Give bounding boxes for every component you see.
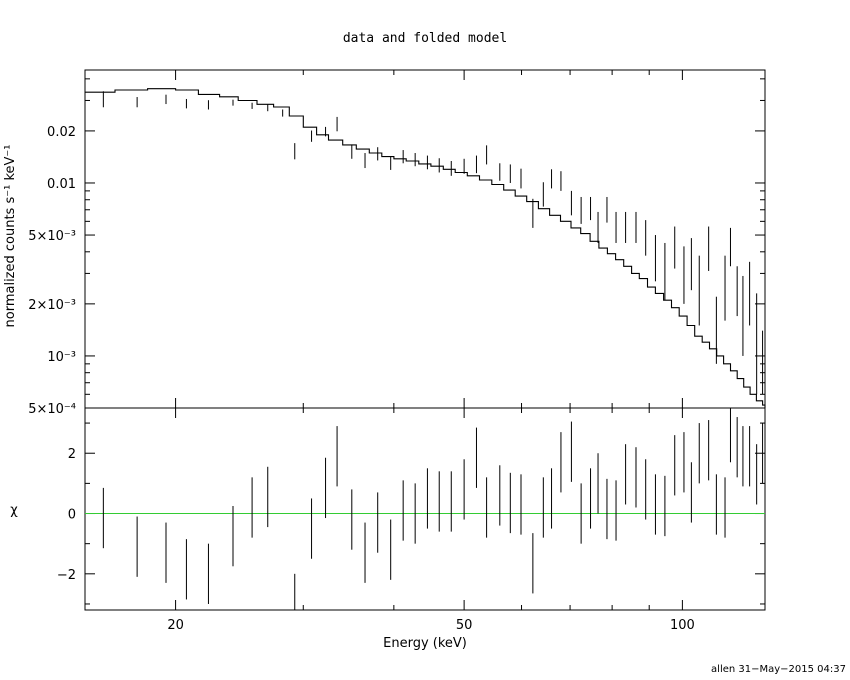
x-tick-label: 20	[167, 618, 184, 633]
x-tick-label: 100	[670, 618, 695, 633]
residual-panel-frame	[84, 407, 766, 611]
y-tick-label: 2×10⁻³	[28, 298, 76, 313]
y-tick-label: 0.02	[47, 125, 76, 140]
x-axis-label: Energy (keV)	[383, 636, 467, 651]
folded-model-line	[85, 88, 766, 408]
timestamp-stamp: allen 31−May−2015 04:37	[711, 664, 846, 675]
y-tick-label: 10⁻³	[47, 350, 76, 365]
spectrum-y-axis-label: normalized counts s⁻¹ keV⁻¹	[3, 145, 18, 328]
y-tick-label: 5×10⁻⁴	[28, 402, 76, 417]
chart-title: data and folded model	[343, 31, 507, 46]
y-tick-label: 5×10⁻³	[28, 229, 76, 244]
x-tick-label: 50	[456, 618, 473, 633]
y-tick-label: 0	[68, 508, 76, 523]
y-tick-label: 2	[68, 447, 76, 462]
residual-y-axis-label: χ	[10, 503, 18, 518]
y-tick-label: −2	[57, 568, 76, 583]
spectrum-panel-frame	[84, 69, 766, 409]
y-tick-label: 0.01	[47, 177, 76, 192]
